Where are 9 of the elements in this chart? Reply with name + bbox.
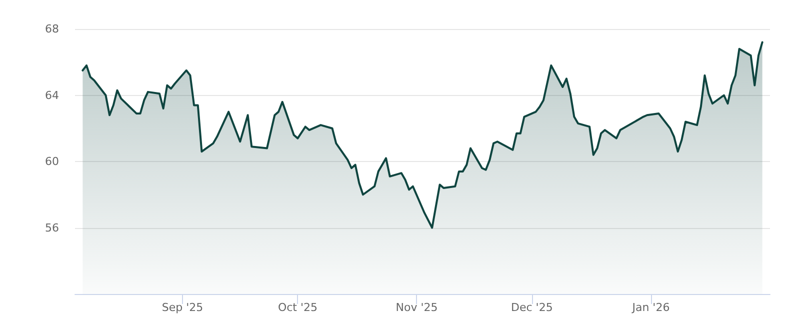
- x-tick-label: Oct '25: [278, 301, 318, 314]
- y-tick-label: 64: [45, 88, 59, 102]
- y-tick-label: 68: [45, 22, 59, 36]
- x-tick-label: Jan '26: [631, 301, 670, 314]
- y-tick-label: 56: [45, 221, 59, 234]
- x-tick-label: Nov '25: [396, 301, 438, 314]
- x-tick-label: Dec '25: [511, 301, 553, 314]
- x-tick-label: Sep '25: [162, 301, 204, 314]
- y-tick-label: 60: [45, 155, 59, 168]
